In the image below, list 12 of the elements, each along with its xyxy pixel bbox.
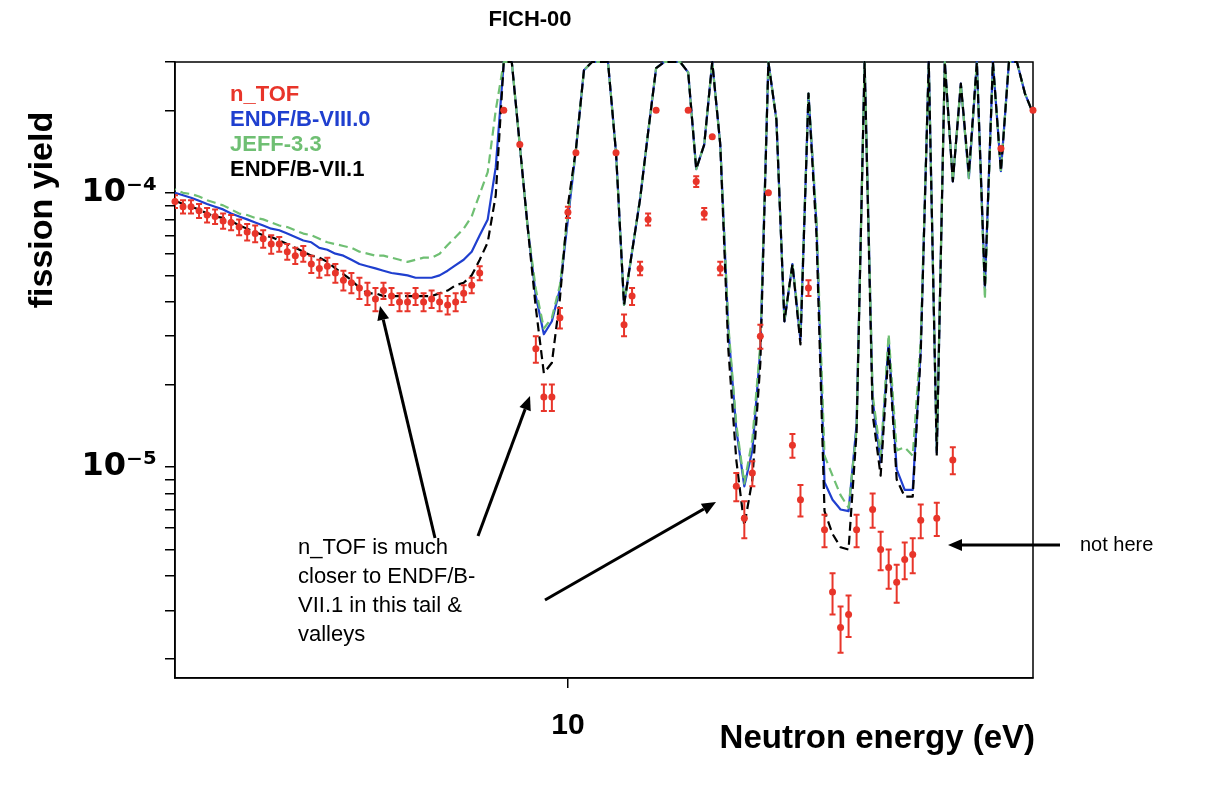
x-axis-title: Neutron energy (eV) <box>719 718 1035 756</box>
series-label: ENDF/B-VII.1 <box>230 156 365 182</box>
annotation: n_TOF is much closer to ENDF/B-VII.1 in this tail & valleys <box>298 533 477 648</box>
y-axis-title: fission yield <box>20 111 60 309</box>
x-tick-label: 10 <box>551 707 585 741</box>
text: n_TOF <box>230 81 300 107</box>
chart-title: FICH-00 <box>487 6 573 32</box>
y-tick-label: 10⁻⁴ <box>81 171 157 210</box>
text: ENDF/B-VIII.0 <box>230 106 371 132</box>
y-tick-label: 10⁻⁵ <box>81 445 157 484</box>
text: not here <box>1080 533 1154 556</box>
text: JEFF-3.3 <box>230 131 322 157</box>
